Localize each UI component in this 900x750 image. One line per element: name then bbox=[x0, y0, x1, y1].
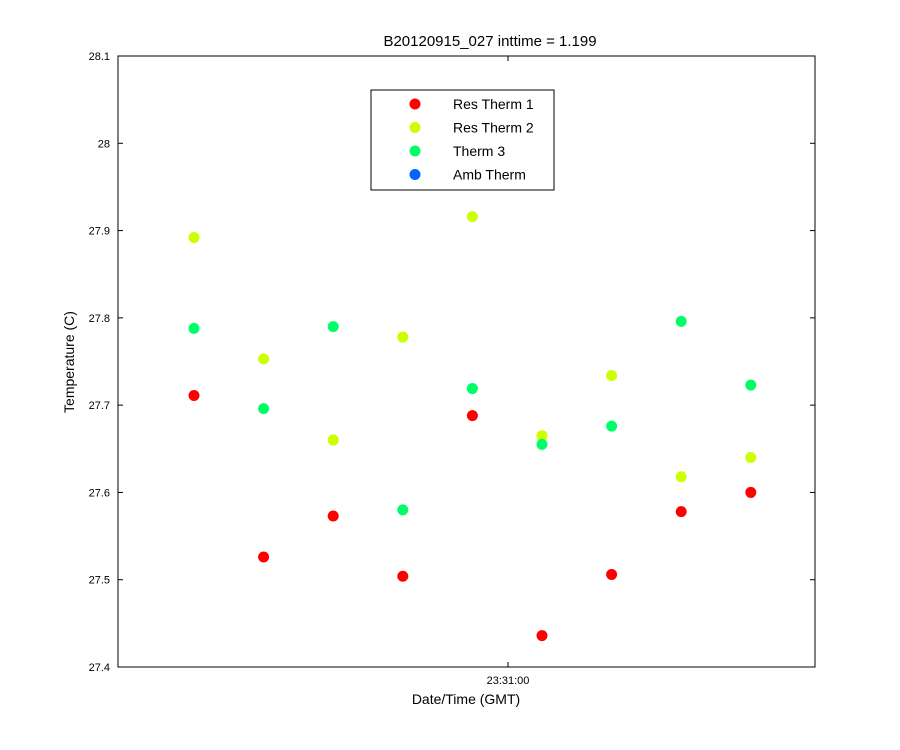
point-therm-3 bbox=[606, 420, 618, 432]
legend-box bbox=[370, 89, 555, 191]
point-therm-3 bbox=[675, 315, 687, 327]
point-res-therm-1 bbox=[536, 630, 548, 642]
legend-marker-res-therm-2 bbox=[409, 122, 421, 133]
y-tick-label: 28 bbox=[98, 138, 110, 150]
point-therm-3 bbox=[188, 322, 200, 334]
point-therm-3 bbox=[466, 383, 478, 395]
point-res-therm-1 bbox=[188, 390, 200, 402]
point-res-therm-2 bbox=[327, 434, 339, 446]
legend-marker-amb-therm bbox=[409, 169, 421, 180]
point-res-therm-1 bbox=[258, 551, 270, 563]
legend-label-amb-therm: Amb Therm bbox=[453, 167, 526, 183]
y-tick-label: 27.6 bbox=[89, 487, 110, 499]
point-therm-3 bbox=[258, 403, 270, 415]
point-therm-3 bbox=[397, 504, 409, 516]
point-res-therm-1 bbox=[675, 506, 687, 518]
chart-title: B20120915_027 inttime = 1.199 bbox=[383, 33, 596, 50]
point-res-therm-2 bbox=[606, 369, 618, 381]
point-therm-3 bbox=[536, 438, 548, 450]
point-res-therm-1 bbox=[606, 568, 618, 580]
x-axis: 23:31:00 bbox=[487, 56, 530, 687]
legend-label-res-therm-2: Res Therm 2 bbox=[453, 120, 534, 136]
point-res-therm-1 bbox=[466, 410, 478, 422]
x-axis-label: Date/Time (GMT) bbox=[412, 691, 520, 707]
y-tick-label: 27.7 bbox=[89, 400, 110, 412]
point-res-therm-2 bbox=[397, 331, 409, 343]
data-points bbox=[188, 211, 757, 642]
legend-label-therm-3: Therm 3 bbox=[453, 143, 505, 159]
y-tick-label: 27.5 bbox=[89, 575, 110, 587]
point-res-therm-2 bbox=[536, 430, 548, 442]
legend: Res Therm 1 Res Therm 2 Therm 3 Amb Therm bbox=[370, 89, 555, 191]
legend-label-res-therm-1: Res Therm 1 bbox=[453, 96, 534, 112]
point-res-therm-2 bbox=[745, 452, 757, 464]
y-axis-label: Temperature (C) bbox=[61, 311, 77, 413]
x-tick-label: 23:31:00 bbox=[487, 675, 530, 687]
point-res-therm-2 bbox=[188, 232, 200, 244]
point-res-therm-2 bbox=[675, 471, 687, 483]
legend-marker-res-therm-1 bbox=[409, 98, 421, 110]
y-tick-label: 28.1 bbox=[89, 51, 110, 63]
y-tick-label: 27.8 bbox=[89, 313, 110, 325]
point-res-therm-2 bbox=[466, 211, 478, 223]
y-tick-label: 27.4 bbox=[89, 662, 110, 674]
y-axis: 27.4 27.5 27.6 27.7 27.8 27.9 28 28.1 bbox=[89, 51, 815, 674]
legend-marker-therm-3 bbox=[409, 145, 421, 157]
y-tick-label: 27.9 bbox=[89, 226, 110, 238]
point-therm-3 bbox=[745, 379, 757, 391]
point-res-therm-1 bbox=[745, 486, 757, 498]
point-res-therm-1 bbox=[327, 510, 339, 522]
point-therm-3 bbox=[327, 321, 339, 333]
point-res-therm-2 bbox=[258, 353, 270, 365]
point-res-therm-1 bbox=[397, 570, 409, 582]
